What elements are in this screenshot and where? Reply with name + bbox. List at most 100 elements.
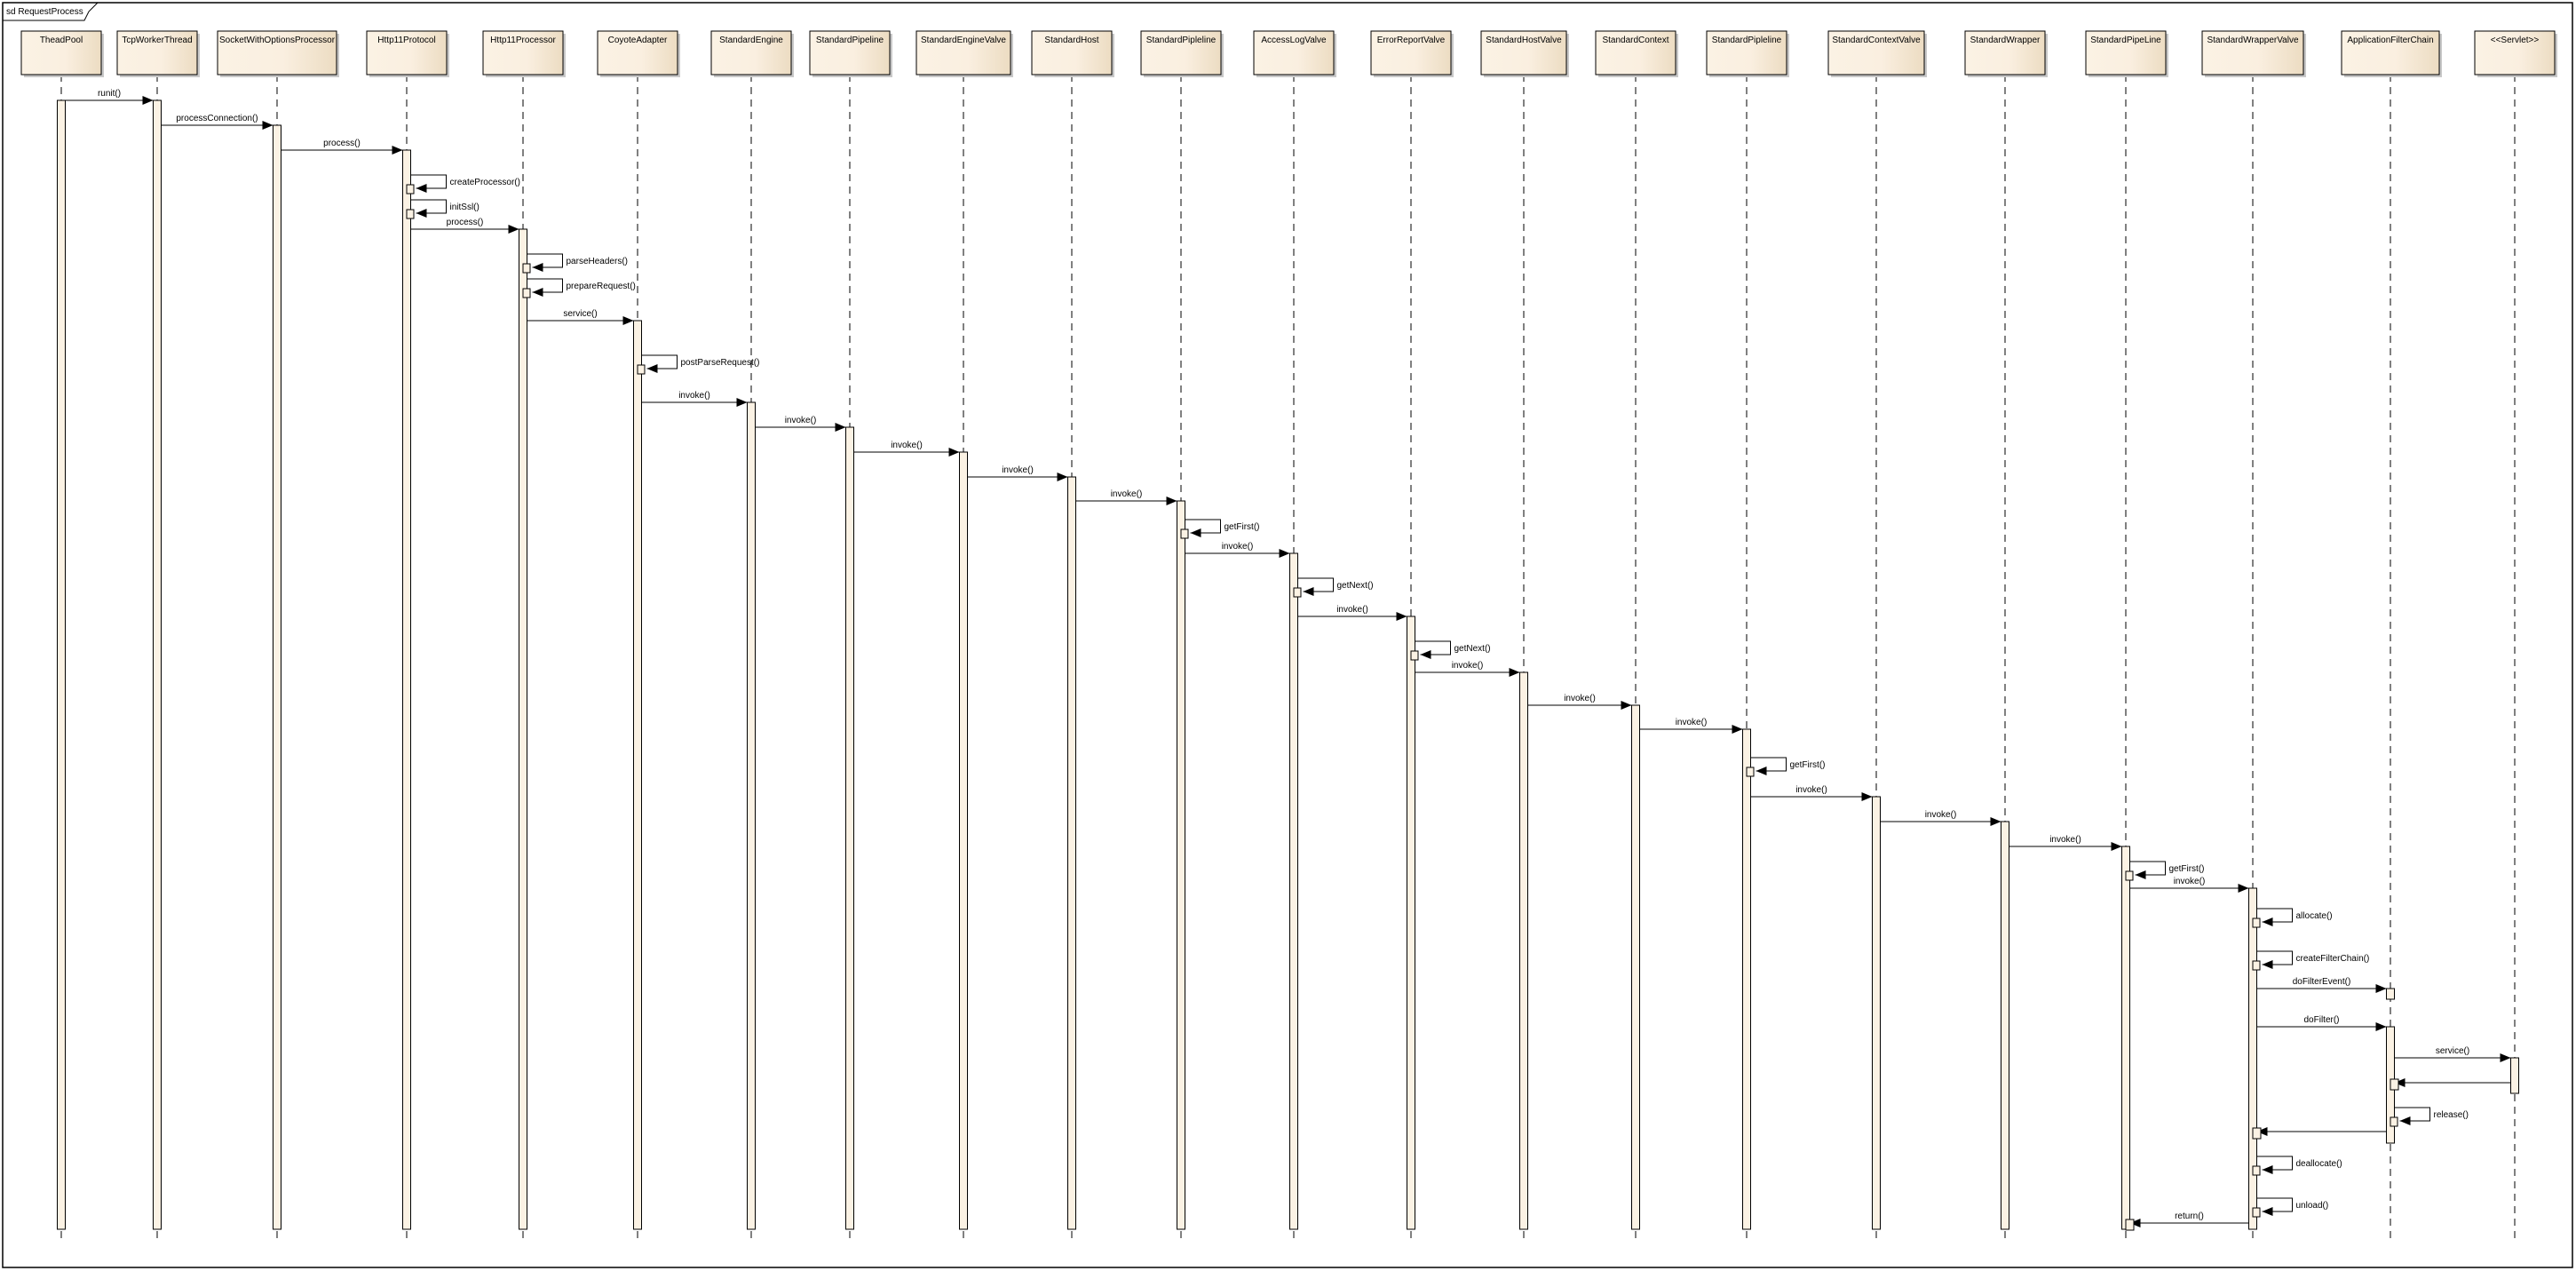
activation-bar [845,426,854,1230]
self-message: getNext() [1410,640,1491,661]
self-message: initSsl() [406,199,480,219]
self-activation [1410,650,1419,661]
participant-label: StandardContextValve [1832,36,1921,45]
arrowhead-icon [1303,587,1314,596]
self-message: createFilterChain() [2252,950,2370,971]
participant-standardpipleline: StandardPipleline [1706,30,1789,77]
message-label: runit() [98,89,121,99]
arrowhead-icon [2238,884,2249,893]
message: invoke() [641,391,748,407]
self-activation [522,288,531,298]
arrowhead-icon [2500,1053,2511,1062]
message-label: invoke() [1111,489,1143,499]
self-activation [1293,587,1302,598]
message: invoke() [853,441,960,457]
message-label: invoke() [785,416,817,425]
message-label: invoke() [891,441,923,450]
message-label: return() [2175,1211,2204,1221]
return-activation [2125,1219,2135,1231]
message: invoke() [1297,605,1407,621]
message-label: createFilterChain() [2296,954,2370,964]
message: processConnection() [161,114,273,130]
activation-bar [633,320,642,1230]
arrowhead-icon [622,316,634,325]
lifelines [60,75,2516,1243]
arrowhead-icon [392,146,403,155]
self-message: createProcessor() [406,174,520,195]
reply-message [2390,1078,2511,1091]
message: invoke() [1750,785,1873,801]
message-label: unload() [2296,1201,2329,1211]
arrowhead-icon [142,96,154,105]
message-label: getFirst() [1225,522,1260,532]
participant-heads: TheadPool TcpWorkerThread SocketWithOption… [20,30,2557,77]
activation-bar [153,99,162,1230]
activation-bar [2248,887,2257,1230]
arrowhead-icon [532,263,543,272]
self-activation [1746,767,1755,777]
self-activation [2252,918,2261,928]
arrowhead-icon [532,288,543,297]
self-message: prepareRequest() [522,278,636,298]
participant-label: StandardHostValve [1486,36,1562,45]
message: invoke() [2129,877,2249,893]
activation-bar [1067,476,1076,1230]
activation-bar [402,149,411,1230]
arrowhead-icon [646,364,658,373]
arrowhead-icon [1732,725,1743,734]
frame-title: sd RequestProcess [6,7,83,17]
arrowhead-icon [2262,1207,2273,1216]
self-message: unload() [2252,1197,2329,1218]
activation-bar [1289,552,1298,1230]
participant-label: StandardWrapperValve [2207,36,2298,45]
message: return() [2125,1211,2249,1231]
message-label: invoke() [2174,877,2206,886]
participant-tcpworkerthread: TcpWorkerThread [116,30,200,77]
arrowhead-icon [2129,1219,2141,1227]
arrowhead-icon [1279,549,1290,558]
arrowhead-icon [262,121,273,130]
arrowhead-icon [1509,668,1520,677]
message-label: process() [447,218,484,227]
participant-accesslogvalve: AccessLogValve [1253,30,1336,77]
self-message: deallocate() [2252,1156,2342,1176]
message: invoke() [1639,718,1743,734]
message-label: initSsl() [450,203,480,212]
activations [57,99,2519,1230]
participant-http11processor: Http11Processor [482,30,566,77]
message-label: invoke() [1925,810,1957,820]
message-label: invoke() [1795,785,1827,795]
participant-label: StandardEngineValve [921,36,1006,45]
participant-label: SocketWithOptionsProcessor [219,36,336,45]
message-label: invoke() [2049,835,2081,845]
message-label: invoke() [1002,465,1034,475]
participant-socketwithoptionsprocessor: SocketWithOptionsProcessor [217,30,339,77]
message: invoke() [967,465,1068,481]
activation-bar [1407,616,1415,1230]
participant-standardenginevalve: StandardEngineValve [915,30,1013,77]
message: service() [2394,1046,2511,1062]
message-label: postParseRequest() [681,358,760,368]
arrowhead-icon [2256,1127,2268,1136]
message: invoke() [755,416,846,432]
activation-bar [273,124,281,1230]
self-message: parseHeaders() [522,253,628,274]
return-activation [2252,1127,2262,1140]
arrowhead-icon [1756,767,1767,775]
participant-standardhost: StandardHost [1031,30,1114,77]
message: invoke() [1527,694,1632,710]
participant-standardpipeline: StandardPipeline [809,30,892,77]
self-activation [522,263,531,274]
activation-bar [1872,796,1881,1230]
participant-standardpipleline: StandardPipleline [1140,30,1224,77]
arrowhead-icon [1190,528,1201,537]
participant-label: StandardWrapper [1970,36,2041,45]
message-label: getFirst() [1790,760,1826,770]
self-activation [637,364,646,375]
self-activation [2252,1207,2261,1218]
participant-label: Http11Processor [490,36,556,45]
arrowhead-icon [1420,650,1431,659]
message-label: getFirst() [2169,864,2205,874]
participant-label: StandardHost [1044,36,1098,45]
